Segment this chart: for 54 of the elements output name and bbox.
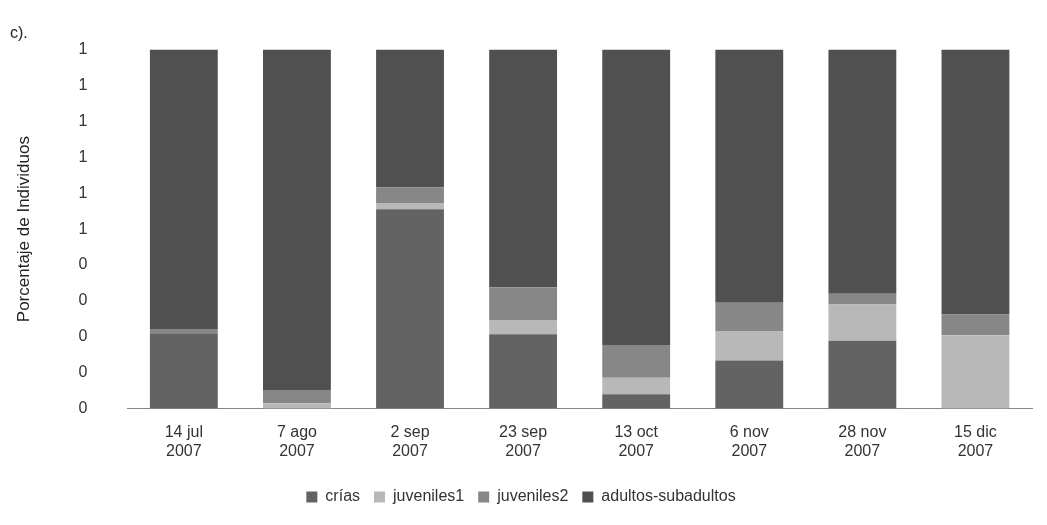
bar: [489, 49, 558, 288]
y-tick-label: 1: [78, 147, 88, 165]
bar: [715, 302, 784, 332]
bar: [376, 187, 444, 203]
legend-label: adultos-subadultos: [601, 487, 736, 505]
y-axis-title: Porcentaje de Individuos: [13, 136, 33, 323]
bar: [376, 202, 444, 210]
bar: [828, 293, 897, 305]
x-tick-label: 2 sep 2007: [390, 422, 430, 459]
x-tick-label: 7 ago 2007: [276, 422, 318, 459]
x-tick-label: 15 dic 2007: [954, 422, 997, 459]
bar: [715, 49, 784, 303]
x-tick-label: 28 nov 2007: [838, 422, 887, 459]
bar: [602, 345, 671, 378]
bar: [828, 304, 897, 341]
bar: [828, 49, 897, 294]
bar: [263, 49, 331, 390]
y-tick-label: 1: [78, 219, 88, 237]
legend-label: juveniles1: [392, 487, 465, 505]
bar: [376, 49, 444, 188]
bar: [149, 49, 218, 329]
bar: [715, 331, 784, 361]
legend-label: juveniles2: [496, 487, 569, 505]
x-tick-label: 14 jul 2007: [164, 422, 203, 459]
bar: [489, 319, 558, 335]
bar: [941, 335, 1010, 409]
bar: [263, 403, 331, 409]
bar: [941, 314, 1010, 336]
y-tick-label: 0: [78, 399, 88, 417]
y-tick-label: 1: [78, 40, 88, 58]
bar: [828, 340, 897, 409]
x-tick-label: 23 sep 2007: [499, 422, 548, 459]
x-tick-label: 6 nov 2007: [729, 422, 769, 459]
legend-label: crías: [325, 487, 361, 505]
y-tick-label: 0: [78, 363, 88, 381]
y-tick-label: 1: [78, 183, 88, 201]
bar: [376, 209, 444, 409]
bar: [941, 49, 1010, 315]
bar: [602, 394, 671, 409]
bar: [715, 360, 784, 409]
bar: [489, 287, 558, 320]
x-tick-label: 13 oct 2007: [614, 422, 659, 459]
bar: [149, 328, 218, 334]
bar: [602, 49, 671, 346]
chart-title: c).: [10, 24, 28, 42]
y-tick-label: 1: [78, 111, 88, 129]
bar: [489, 334, 558, 409]
y-tick-label: 0: [78, 291, 88, 309]
bar: [602, 377, 671, 395]
y-tick-label: 0: [78, 255, 88, 273]
bar: [149, 333, 218, 409]
y-tick-label: 0: [78, 327, 88, 345]
y-tick-label: 1: [78, 75, 88, 93]
bar: [263, 389, 331, 404]
